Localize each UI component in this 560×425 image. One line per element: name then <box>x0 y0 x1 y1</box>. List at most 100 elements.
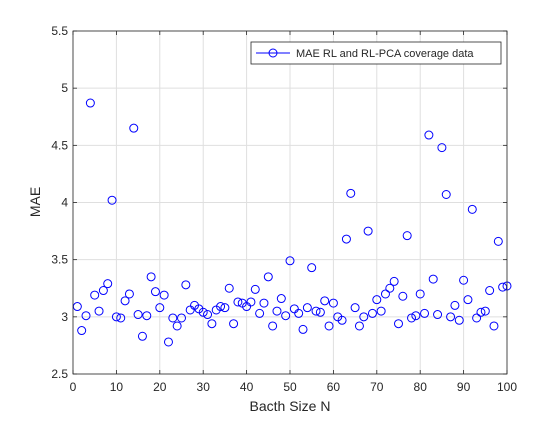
data-point <box>272 306 282 316</box>
x-tick-label: 30 <box>197 380 211 394</box>
data-point <box>350 303 360 313</box>
x-tick-label: 70 <box>370 380 384 394</box>
data-point <box>467 204 477 214</box>
data-point <box>354 321 364 331</box>
data-point <box>337 315 347 325</box>
data-point <box>411 311 421 321</box>
data-point <box>259 298 269 308</box>
data-point <box>376 306 386 316</box>
data-point <box>216 302 226 312</box>
plot-area-border <box>72 30 508 375</box>
data-point <box>150 287 160 297</box>
x-tick-label: 20 <box>153 380 167 394</box>
data-point <box>198 307 208 317</box>
data-point <box>446 312 456 322</box>
data-point <box>229 319 239 329</box>
data-point <box>137 331 147 341</box>
tick-labels: 0 10 20 30 40 50 60 70 80 90 100 2.5 3 3.5 4 4.5 5 5.5 <box>51 24 517 394</box>
legend: MAE RL and RL-PCA coverage data <box>250 41 502 65</box>
legend-marker <box>268 48 278 58</box>
data-point <box>155 303 165 313</box>
data-point <box>463 295 473 305</box>
data-point <box>85 98 95 108</box>
data-point <box>476 307 486 317</box>
y-tick-label: 5.5 <box>51 24 68 38</box>
data-point <box>124 289 134 299</box>
data-point <box>142 311 152 321</box>
y-tick-label: 4 <box>61 196 68 210</box>
data-point <box>120 296 130 306</box>
x-tick-label: 100 <box>497 380 517 394</box>
data-point <box>380 289 390 299</box>
data-point <box>159 290 169 300</box>
data-point <box>389 276 399 286</box>
x-tick-label: 90 <box>457 380 471 394</box>
data-point <box>398 291 408 301</box>
data-point <box>315 307 325 317</box>
data-point <box>307 263 317 273</box>
data-point <box>233 297 243 307</box>
data-point <box>320 296 330 306</box>
data-point <box>294 308 304 318</box>
data-point <box>116 313 126 323</box>
data-point <box>246 297 256 307</box>
data-point <box>220 303 230 313</box>
y-tick-label: 3.5 <box>51 253 68 267</box>
y-tick-label: 3 <box>61 310 68 324</box>
data-point <box>263 272 273 282</box>
data-point <box>311 306 321 316</box>
data-point <box>454 315 464 325</box>
data-point <box>107 195 117 205</box>
data-point <box>493 236 503 246</box>
data-point <box>268 321 278 331</box>
data-point <box>437 143 447 153</box>
data-point <box>367 308 377 318</box>
data-point <box>111 312 121 322</box>
data-point <box>424 130 434 140</box>
data-point <box>324 321 334 331</box>
data-point <box>98 286 108 296</box>
data-point <box>81 311 91 321</box>
data-point <box>177 313 186 323</box>
x-tick-label: 50 <box>283 380 297 394</box>
data-point <box>181 280 191 290</box>
data-point <box>285 256 295 266</box>
data-point <box>276 294 286 304</box>
data-point <box>207 319 217 329</box>
data-point <box>281 311 291 321</box>
data-point <box>485 286 495 296</box>
data-point <box>103 279 113 289</box>
legend-label: MAE RL and RL-PCA coverage data <box>296 48 474 60</box>
y-axis-label: MAE <box>27 187 43 217</box>
data-point <box>428 274 438 284</box>
data-point <box>77 326 87 336</box>
data-point <box>459 275 469 285</box>
data-point <box>163 337 173 347</box>
data-point <box>298 324 308 334</box>
data-point <box>172 321 182 331</box>
data-point <box>407 313 417 323</box>
data-point <box>346 188 356 198</box>
data-point <box>250 284 260 294</box>
data-point <box>90 290 100 300</box>
data-point <box>489 321 499 331</box>
data-point <box>302 303 312 313</box>
data-point <box>394 319 403 329</box>
data-point <box>372 295 382 305</box>
data-point <box>472 313 482 323</box>
x-axis-label: Bacth Size N <box>250 398 331 414</box>
data-point <box>402 231 412 241</box>
data-point <box>129 123 139 133</box>
data-point <box>420 308 430 318</box>
data-point <box>168 313 178 323</box>
data-points <box>72 98 512 347</box>
data-point <box>441 189 451 199</box>
data-point <box>385 283 395 293</box>
x-tick-label: 80 <box>414 380 428 394</box>
data-point <box>203 310 213 320</box>
data-point <box>433 310 443 320</box>
data-point <box>415 289 425 299</box>
data-point <box>328 298 338 308</box>
